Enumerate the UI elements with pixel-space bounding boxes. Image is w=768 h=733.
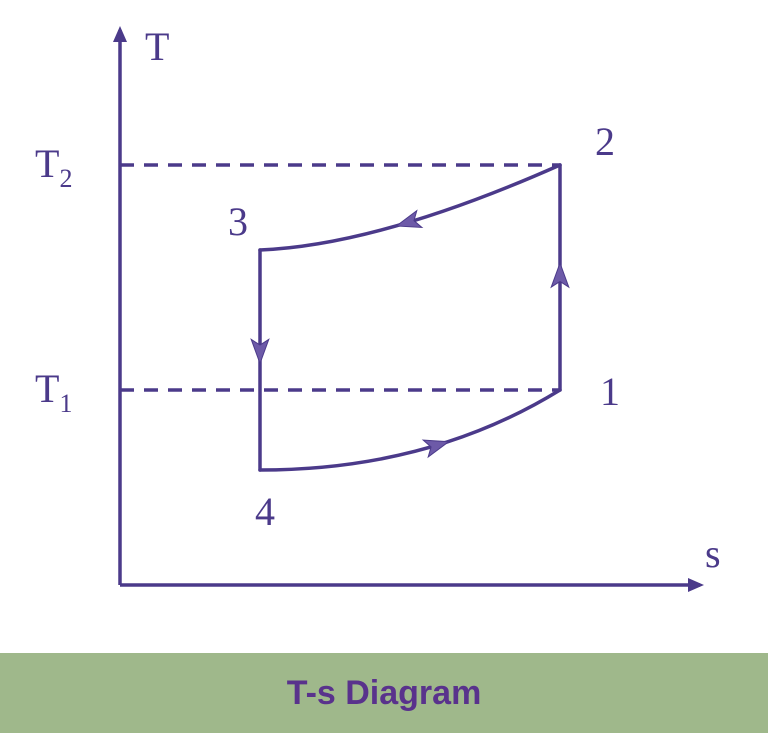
ts-diagram-container: Ts T2 T1 1 2 3 4 T-s Diagram xyxy=(0,0,768,733)
caption-text: T-s Diagram xyxy=(287,674,482,713)
caption-bar: T-s Diagram xyxy=(0,653,768,733)
svg-text:2: 2 xyxy=(595,119,615,164)
ts-diagram-svg: Ts T2 T1 1 2 3 4 xyxy=(0,0,768,653)
svg-text:s: s xyxy=(705,531,721,576)
svg-text:T1: T1 xyxy=(35,366,72,418)
svg-text:T2: T2 xyxy=(35,141,72,193)
svg-text:T: T xyxy=(145,24,169,69)
diagram-area: Ts T2 T1 1 2 3 4 xyxy=(0,0,768,653)
svg-text:3: 3 xyxy=(228,199,248,244)
svg-text:1: 1 xyxy=(600,369,620,414)
svg-text:4: 4 xyxy=(255,489,275,534)
